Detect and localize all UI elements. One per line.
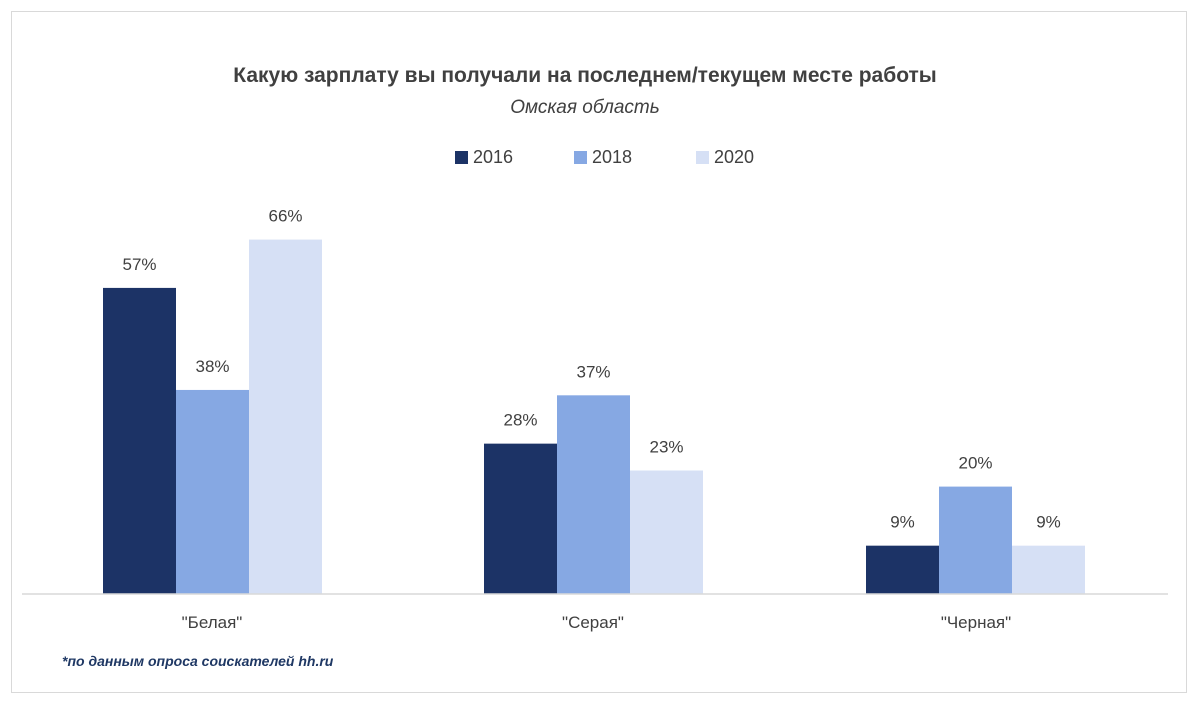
legend-label-2016: 2016 xyxy=(473,147,513,167)
data-label-2016-3: 9% xyxy=(890,513,915,532)
bar-2020-2 xyxy=(630,470,703,594)
data-label-2020-3: 9% xyxy=(1036,513,1061,532)
legend-label-2020: 2020 xyxy=(714,147,754,167)
category-label-3: "Черная" xyxy=(941,613,1011,632)
data-label-2018-2: 37% xyxy=(576,362,610,381)
bar-2018-1 xyxy=(176,389,249,594)
data-label-2020-2: 23% xyxy=(649,437,683,456)
data-label-2018-1: 38% xyxy=(195,357,229,376)
footnote: *по данным опроса соискателей hh.ru xyxy=(62,653,334,669)
bar-2020-1 xyxy=(249,239,322,594)
legend: 2016 2018 2020 xyxy=(455,147,754,167)
category-label-2: "Серая" xyxy=(562,613,624,632)
bar-2018-3 xyxy=(939,486,1012,594)
data-label-2020-1: 66% xyxy=(268,207,302,226)
chart-title: Какую зарплату вы получали на последнем/… xyxy=(233,64,936,87)
bars-group xyxy=(103,239,1085,594)
bar-2018-2 xyxy=(557,395,630,594)
legend-swatch-2018 xyxy=(574,151,587,164)
chart-subtitle: Омская область xyxy=(510,97,660,118)
category-label-1: "Белая" xyxy=(182,613,243,632)
data-labels-group: 57% 38% 66% 28% 37% 23% 9% 20% 9% xyxy=(122,207,1060,532)
bar-2016-2 xyxy=(484,443,557,594)
data-label-2016-2: 28% xyxy=(503,411,537,430)
bar-2016-1 xyxy=(103,287,176,594)
legend-swatch-2020 xyxy=(696,151,709,164)
bar-2016-3 xyxy=(866,545,939,594)
data-label-2016-1: 57% xyxy=(122,255,156,274)
bar-2020-3 xyxy=(1012,545,1085,594)
data-label-2018-3: 20% xyxy=(958,454,992,473)
legend-swatch-2016 xyxy=(455,151,468,164)
category-labels-group: "Белая" "Серая" "Черная" xyxy=(182,613,1012,632)
legend-label-2018: 2018 xyxy=(592,147,632,167)
